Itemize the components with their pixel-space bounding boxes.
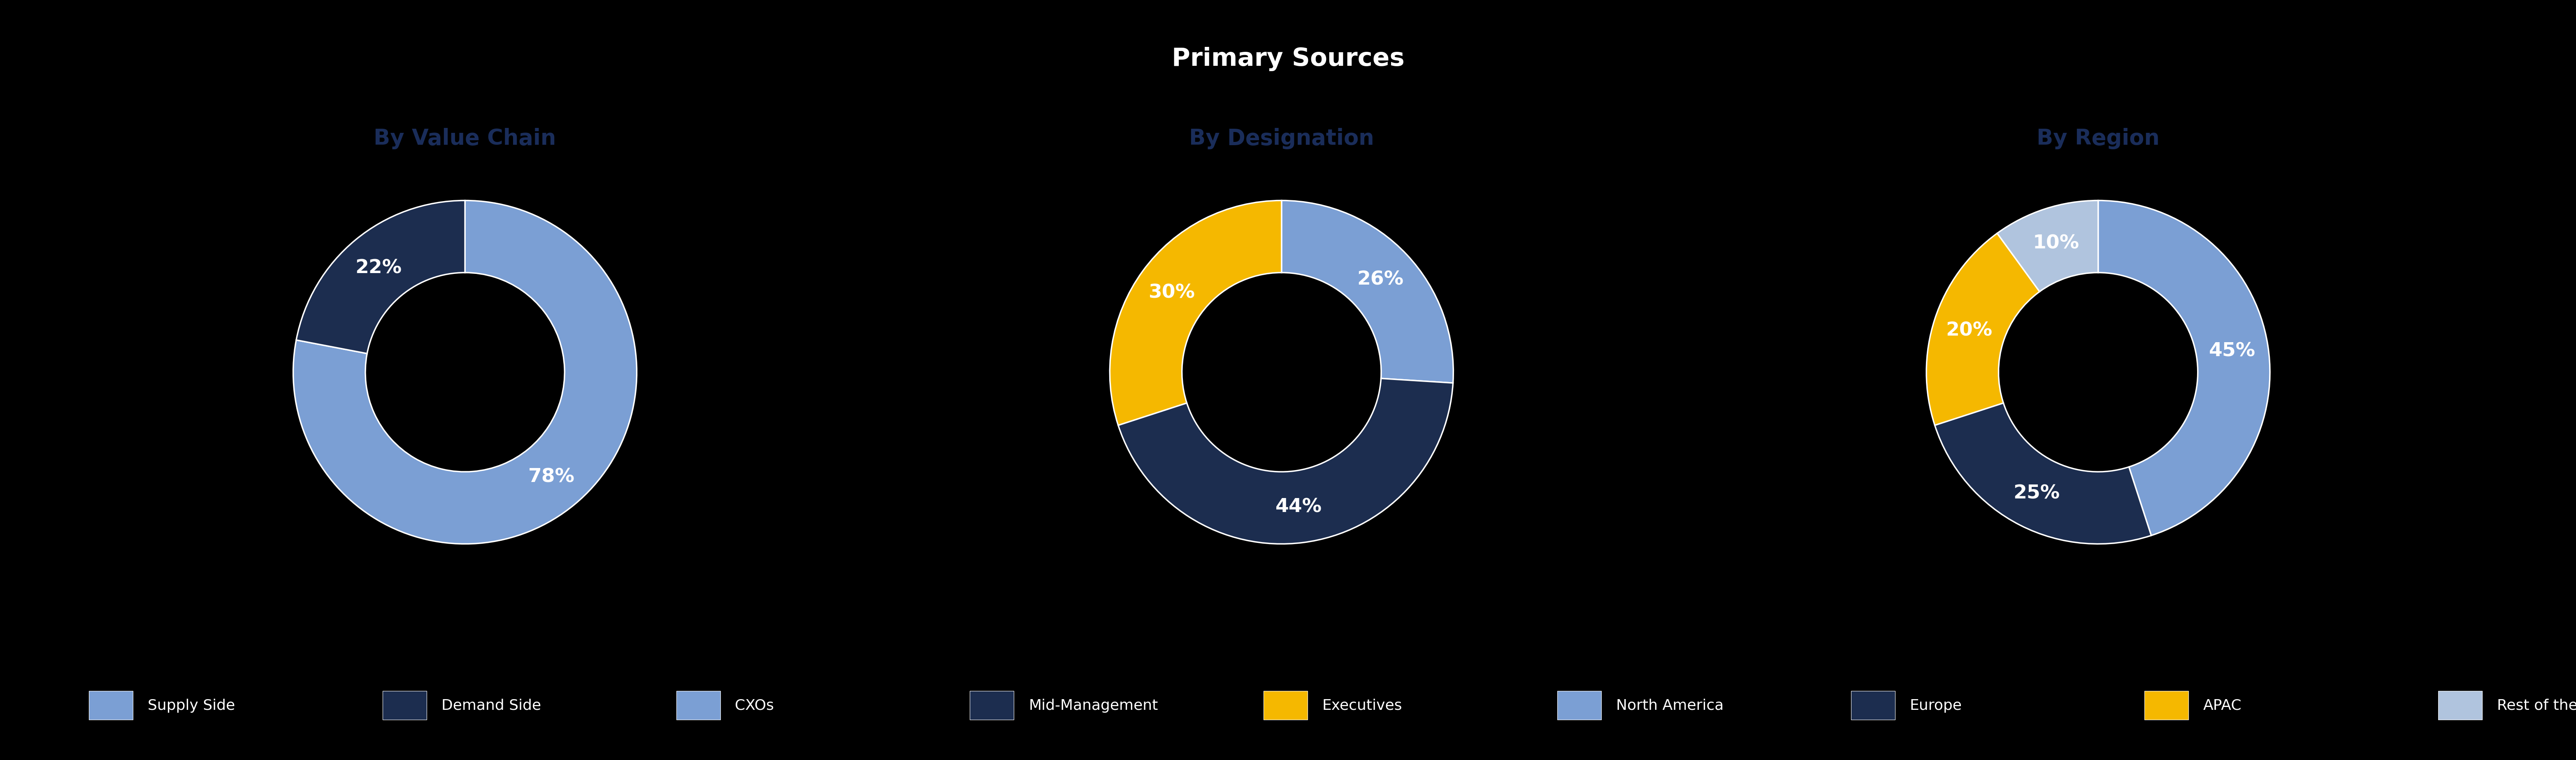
Text: 20%: 20% [1945,321,1991,340]
FancyBboxPatch shape [2437,691,2483,720]
Text: North America: North America [1615,698,1723,712]
Text: 78%: 78% [528,467,574,486]
Text: By Value Chain: By Value Chain [374,128,556,149]
Text: 30%: 30% [1149,283,1195,302]
FancyBboxPatch shape [1850,691,1896,720]
Text: Executives: Executives [1321,698,1401,712]
FancyBboxPatch shape [1265,691,1309,720]
Wedge shape [2097,201,2269,536]
FancyBboxPatch shape [675,691,721,720]
Wedge shape [1280,201,1453,383]
Text: 44%: 44% [1275,498,1321,516]
Text: APAC: APAC [2202,698,2241,712]
Wedge shape [296,201,464,353]
FancyBboxPatch shape [88,691,134,720]
Wedge shape [1996,201,2099,292]
Text: By Region: By Region [2038,128,2159,149]
FancyBboxPatch shape [1556,691,1602,720]
Text: Rest of the World: Rest of the World [2496,698,2576,712]
Wedge shape [1110,201,1280,426]
Text: 45%: 45% [2208,342,2257,360]
Text: By Designation: By Designation [1190,128,1373,149]
Wedge shape [1935,403,2151,544]
Text: 22%: 22% [355,258,402,277]
Text: Mid-Management: Mid-Management [1028,698,1159,712]
Text: CXOs: CXOs [734,698,773,712]
FancyBboxPatch shape [384,691,428,720]
Wedge shape [294,201,636,544]
Text: Primary Sources: Primary Sources [1172,47,1404,71]
Text: 25%: 25% [2014,484,2061,502]
Text: Europe: Europe [1909,698,1963,712]
FancyBboxPatch shape [2143,691,2190,720]
Text: Supply Side: Supply Side [147,698,234,712]
Text: Demand Side: Demand Side [440,698,541,712]
Text: 10%: 10% [2032,234,2079,253]
FancyBboxPatch shape [971,691,1015,720]
Wedge shape [1118,378,1453,544]
Wedge shape [1927,233,2040,426]
Text: 26%: 26% [1358,271,1404,289]
